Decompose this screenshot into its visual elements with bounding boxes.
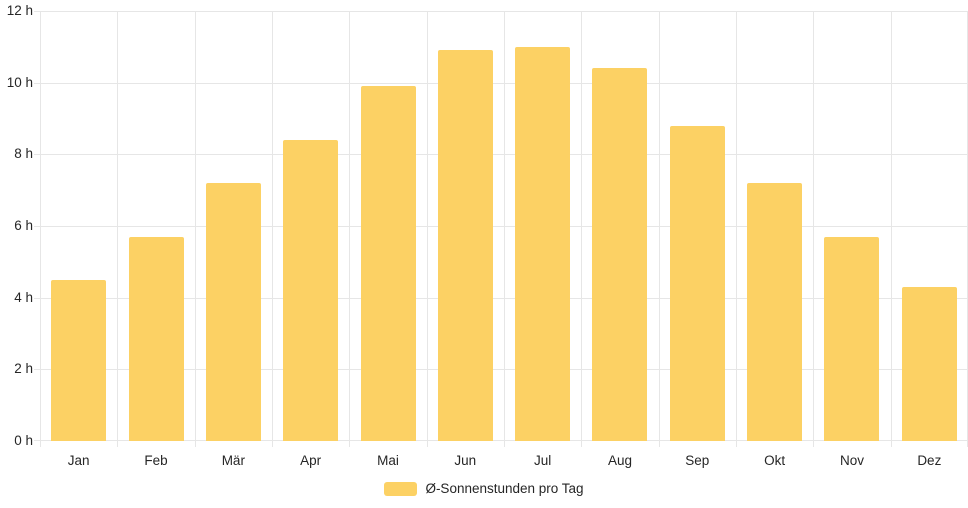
y-axis-label: 8 h [14,146,33,162]
x-axis-label-nov: Nov [839,453,864,468]
gridline-vertical [195,11,196,441]
gridline-vertical [736,11,737,441]
y-axis-tick [34,11,40,12]
x-axis-label-jun: Jun [454,453,477,468]
x-axis-label-mai: Mai [377,453,399,468]
y-axis-tick [34,369,40,371]
y-axis-label: 0 h [14,433,33,448]
gridline-vertical [349,11,350,441]
legend-swatch-icon [384,481,418,496]
x-axis-tick [581,441,582,447]
gridline-vertical [891,11,892,441]
bar-jun [438,50,493,441]
gridline-vertical [40,11,41,441]
gridline-vertical [504,11,505,441]
x-axis-tick [427,441,428,447]
y-axis-label: 10 h [6,74,33,90]
bar-sep [670,126,725,441]
y-axis-label: 6 h [14,218,33,233]
x-axis-tick [349,441,350,447]
bar-apr [283,140,338,441]
bar-aug [592,68,647,441]
plot-area [40,11,968,441]
y-axis-label: 4 h [14,289,33,305]
x-axis-label-dez: Dez [917,453,942,468]
gridline-vertical [117,11,118,441]
bar-nov [824,237,879,441]
gridline-vertical [427,11,428,441]
legend-label: Ø-Sonnenstunden pro Tag [425,481,584,496]
x-axis-tick [659,441,660,447]
bar-feb [129,237,184,441]
x-axis-tick [195,441,196,447]
x-axis-label-apr: Apr [300,453,322,468]
x-axis-label-feb: Feb [144,453,168,468]
y-axis-tick [34,154,40,156]
bar-okt [747,183,802,441]
x-axis-tick [891,441,892,447]
gridline-vertical [581,11,582,441]
legend-item[interactable]: Ø-Sonnenstunden pro Tag [384,481,584,496]
y-axis-tick [34,82,40,84]
x-axis-label-aug: Aug [607,453,632,468]
x-axis-tick [813,441,814,447]
gridline-vertical [272,11,273,441]
gridline-vertical [659,11,660,441]
y-axis-tick [34,440,40,441]
legend: Ø-Sonnenstunden pro Tag [0,481,968,496]
x-axis-label-jul: Jul [534,453,552,468]
x-axis-tick [504,441,505,447]
x-axis-tick [40,441,41,447]
bar-jan [51,280,106,441]
bar-mär [206,183,261,441]
y-axis-tick [34,297,40,299]
x-axis-tick [272,441,273,447]
bar-dez [902,287,957,441]
x-axis-label-mär: Mär [221,453,245,468]
x-axis-label-okt: Okt [764,453,786,468]
y-axis-tick [34,226,40,227]
bar-jul [515,47,570,441]
bar-mai [361,86,416,441]
y-axis-label: 12 h [6,3,33,18]
x-axis-label-sep: Sep [685,453,710,468]
x-axis-tick [736,441,737,447]
x-axis-tick [117,441,118,447]
gridline-vertical [813,11,814,441]
x-axis-label-jan: Jan [67,453,90,468]
y-axis-label: 2 h [14,361,33,377]
